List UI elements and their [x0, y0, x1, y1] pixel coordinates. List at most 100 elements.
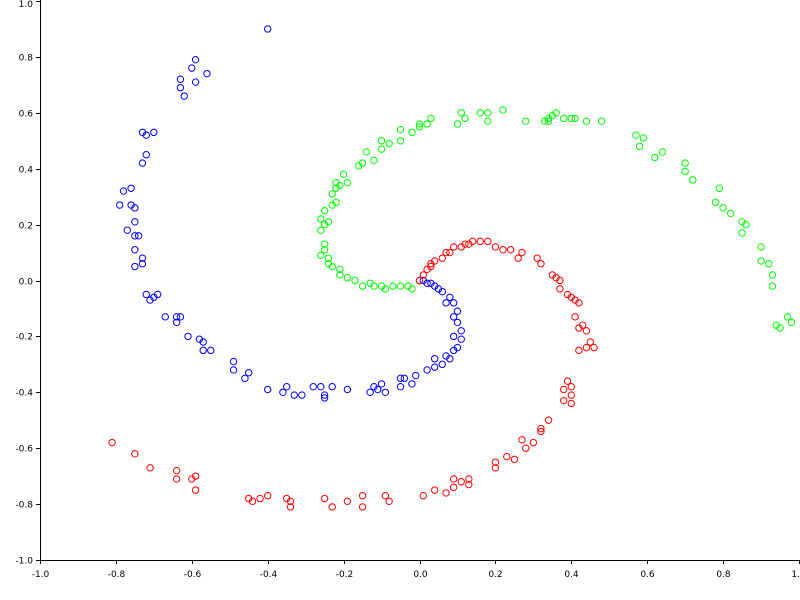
data-point [438, 254, 446, 262]
data-point [449, 332, 458, 341]
data-point [491, 243, 500, 251]
data-point [632, 131, 640, 139]
data-point [404, 282, 412, 290]
data-point [764, 260, 773, 268]
data-point [586, 338, 594, 346]
data-point [457, 335, 465, 343]
data-point [537, 424, 545, 433]
data-point [328, 190, 336, 198]
data-point [320, 391, 329, 399]
data-point [188, 475, 196, 483]
data-point [180, 92, 188, 100]
data-point [328, 503, 336, 511]
data-point [317, 226, 325, 234]
data-point [419, 492, 427, 500]
y-tick-label: -1.0 [15, 557, 33, 567]
data-point [282, 494, 291, 503]
data-point [408, 380, 416, 388]
data-point [430, 257, 439, 265]
data-point [343, 178, 352, 187]
x-tick-label: 0.8 [716, 570, 731, 580]
data-point [123, 226, 131, 234]
data-point [457, 327, 465, 335]
data-point [199, 346, 207, 355]
data-point [336, 271, 344, 279]
data-point [468, 237, 477, 246]
data-point [556, 285, 564, 293]
data-point [377, 380, 386, 388]
data-point [639, 134, 648, 142]
data-point [161, 313, 169, 321]
data-point [138, 254, 147, 262]
data-point [408, 128, 416, 137]
data-point [377, 282, 386, 290]
data-point [461, 240, 469, 248]
data-point [446, 248, 454, 257]
data-point [264, 25, 272, 33]
data-point [191, 78, 200, 86]
data-point [484, 237, 492, 246]
data-point [438, 360, 446, 369]
data-point [317, 383, 325, 391]
data-point [556, 276, 564, 285]
y-tick-label: -0.4 [15, 389, 33, 399]
data-point [358, 159, 367, 167]
data-point [442, 299, 450, 307]
data-point [449, 483, 458, 492]
data-point [412, 371, 420, 380]
data-point [336, 265, 344, 274]
data-point [719, 204, 727, 212]
y-tick-label: 0.4 [19, 166, 34, 176]
data-point [522, 444, 530, 452]
data-point [324, 260, 333, 268]
data-point [127, 184, 135, 192]
data-point [533, 254, 541, 262]
data-point [522, 117, 530, 125]
data-point [757, 243, 765, 251]
x-tick-label: 1. [791, 570, 800, 580]
x-tick-label: -0.4 [260, 570, 278, 580]
data-point [510, 455, 519, 464]
y-tick-label: 0.6 [19, 110, 34, 120]
data-point [742, 220, 750, 229]
data-point [537, 260, 545, 268]
data-point [476, 237, 484, 246]
data-point [207, 346, 215, 355]
data-point [176, 313, 185, 321]
data-point [560, 114, 568, 123]
data-point [138, 260, 147, 268]
data-point [320, 394, 329, 402]
data-point [711, 198, 720, 206]
data-point [370, 156, 378, 165]
data-point [442, 248, 450, 257]
series-2 [317, 106, 796, 332]
data-point [131, 450, 139, 458]
data-point [476, 109, 484, 117]
data-point [290, 391, 298, 399]
data-point [317, 251, 325, 260]
data-point [396, 282, 405, 290]
data-point [453, 318, 462, 327]
data-point [142, 290, 150, 299]
data-point [332, 178, 340, 187]
y-tick-label: 0.0 [19, 278, 34, 288]
x-tick-label: 0.4 [564, 570, 579, 580]
data-point [427, 279, 435, 287]
data-point [176, 75, 185, 83]
data-point [146, 296, 154, 304]
data-point [377, 145, 386, 153]
data-point [635, 142, 644, 151]
data-point [560, 385, 568, 394]
data-point [430, 355, 439, 363]
data-point [427, 114, 435, 123]
y-tick-label: -0.2 [15, 333, 33, 343]
data-point [465, 475, 473, 483]
data-points [108, 25, 796, 511]
data-point [150, 128, 158, 137]
series-3 [108, 237, 598, 511]
data-point [658, 148, 667, 156]
data-point [332, 198, 340, 206]
data-point [757, 257, 765, 265]
data-point [575, 346, 583, 355]
